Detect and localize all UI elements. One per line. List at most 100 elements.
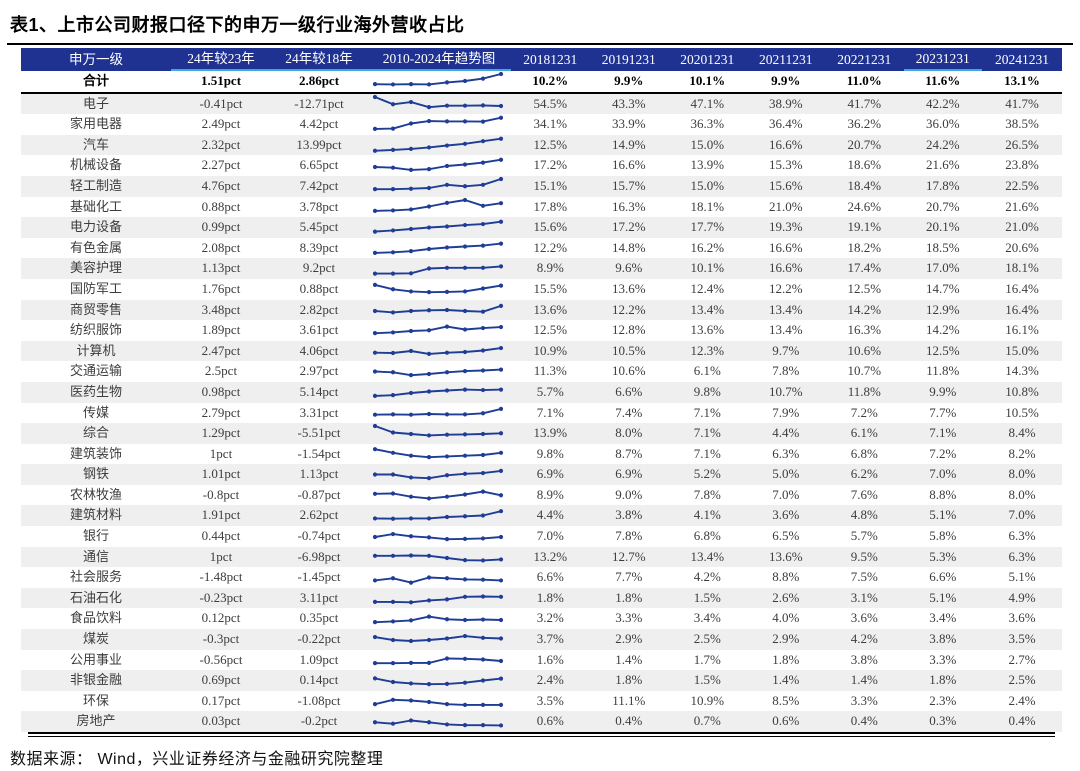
year-value-cell: 15.7% — [611, 177, 646, 193]
year-value-cell: 5.8% — [929, 528, 957, 544]
year-value-cell: 3.1% — [850, 589, 878, 605]
header-20211231: 20211231 — [759, 52, 813, 67]
trend-sparkline-chart — [372, 718, 504, 728]
industry-name-cell: 商贸零售 — [69, 301, 122, 317]
year-value-cell: 10.5% — [1005, 404, 1039, 420]
vs23-change-cell: 0.88pct — [201, 198, 241, 214]
vs18-change-cell: 3.61pct — [299, 322, 339, 338]
year-value-cell: 7.0% — [772, 486, 800, 502]
year-value-cell: 13.9% — [690, 157, 725, 173]
year-value-cell: 1.4% — [772, 672, 800, 688]
industry-name-cell: 机械设备 — [69, 157, 122, 173]
vs18-change-cell: 2.62pct — [299, 507, 339, 523]
year-value-cell: 12.5% — [533, 322, 568, 338]
year-value-cell: 15.5% — [533, 280, 568, 296]
trend-cell — [367, 114, 511, 134]
table-row: 非银金融 0.69pct 0.14pct 2.4% 1.8% 1.5% 1.4% 1.4% 1.… — [21, 670, 1062, 691]
trend-cell — [367, 465, 511, 485]
industry-name-cell: 建筑材料 — [69, 507, 122, 523]
industry-name-cell: 合计 — [82, 73, 109, 88]
year-value-cell: 18.1% — [690, 198, 725, 214]
year-value-cell: 12.5% — [847, 280, 882, 296]
year-value-cell: 7.2% — [850, 404, 878, 420]
table-row: 汽车 2.32pct 13.99pct 12.5% 14.9% 15.0% 16.6% 20.… — [21, 134, 1062, 156]
vs18-change-cell: 0.88pct — [299, 280, 339, 296]
vs18-change-cell: -0.74pct — [297, 528, 341, 544]
industry-name-cell: 有色金属 — [69, 239, 122, 255]
year-value-cell: 6.3% — [772, 445, 800, 461]
table-row: 美容护理 1.13pct 9.2pct 8.9% 9.6% 10.1% 16.6% 17.4%… — [21, 258, 1062, 279]
trend-sparkline-chart — [372, 574, 504, 585]
year-value-cell: 9.8% — [693, 383, 721, 399]
trend-sparkline-chart — [372, 72, 504, 87]
vs23-change-cell: -0.8pct — [202, 486, 240, 502]
table-row: 房地产 0.03pct -0.2pct 0.6% 0.4% 0.7% 0.6% 0.4% 0.3… — [21, 711, 1062, 732]
year-value-cell: 16.2% — [690, 239, 725, 255]
table-row: 纺织服饰 1.89pct 3.61pct 12.5% 12.8% 13.6% 13.4% 16… — [21, 320, 1062, 341]
year-value-cell: 12.8% — [611, 322, 646, 338]
year-value-cell: 0.4% — [1008, 713, 1036, 729]
trend-cell — [367, 588, 511, 608]
table-row: 通信 1pct -6.98pct 13.2% 12.7% 13.4% 13.6% 9.5% 5.… — [21, 546, 1062, 568]
header-20241231: 20241231 — [995, 52, 1049, 67]
trend-sparkline-chart — [372, 614, 504, 624]
trend-cell — [367, 217, 511, 237]
trend-cell — [367, 650, 511, 670]
year-value-cell: 11.8% — [847, 383, 881, 399]
year-value-cell: 11.6% — [925, 73, 961, 88]
trend-sparkline-chart — [372, 656, 504, 666]
industry-name-cell: 公用事业 — [69, 651, 122, 667]
vs18-change-cell: 3.78pct — [299, 198, 339, 214]
year-value-cell: 3.8% — [929, 631, 957, 647]
vs18-change-cell: 9.2pct — [302, 260, 336, 276]
industry-name-cell: 煤炭 — [82, 631, 109, 647]
trend-cell — [367, 197, 511, 217]
year-value-cell: 8.9% — [536, 486, 564, 502]
trend-cell — [367, 320, 511, 340]
industry-name-cell: 医药生物 — [69, 383, 122, 399]
vs18-change-cell: 2.86pct — [298, 73, 340, 88]
industry-name-cell: 基础化工 — [69, 198, 122, 214]
trend-cell — [367, 279, 511, 299]
year-value-cell: 10.1% — [690, 260, 725, 276]
table-row: 综合 1.29pct -5.51pct 13.9% 8.0% 7.1% 4.4% 6.1% 7.… — [21, 423, 1062, 444]
trend-sparkline-chart — [372, 697, 504, 708]
vs18-change-cell: -1.45pct — [297, 569, 341, 585]
year-value-cell: 6.9% — [615, 466, 643, 482]
trend-cell — [367, 259, 511, 279]
year-value-cell: 21.0% — [768, 198, 803, 214]
trend-sparkline-chart — [372, 594, 504, 605]
year-value-cell: 16.1% — [1005, 322, 1039, 338]
trend-sparkline-chart — [372, 675, 504, 686]
year-value-cell: 42.2% — [925, 95, 960, 111]
year-value-cell: 7.0% — [1008, 507, 1036, 523]
trend-sparkline-chart — [372, 367, 504, 377]
year-value-cell: 24.2% — [925, 136, 960, 152]
year-value-cell: 7.1% — [693, 425, 721, 441]
industry-name-cell: 美容护理 — [69, 260, 122, 276]
year-value-cell: 7.0% — [929, 466, 957, 482]
year-value-cell: 17.2% — [533, 157, 568, 173]
year-value-cell: 14.2% — [925, 322, 960, 338]
vs18-change-cell: -12.71pct — [294, 95, 344, 111]
vs23-change-cell: 2.47pct — [201, 342, 241, 358]
year-value-cell: 15.0% — [1005, 342, 1039, 358]
vs18-change-cell: -0.22pct — [297, 631, 341, 647]
vs23-change-cell: 2.5pct — [204, 363, 238, 379]
industry-name-cell: 建筑装饰 — [69, 445, 122, 461]
year-value-cell: 4.4% — [772, 425, 800, 441]
vs23-change-cell: 0.99pct — [201, 219, 241, 235]
industry-name-cell: 电子 — [82, 95, 109, 111]
year-value-cell: 10.9% — [533, 342, 568, 358]
year-value-cell: 18.5% — [925, 239, 960, 255]
year-value-cell: 3.6% — [772, 507, 800, 523]
year-value-cell: 6.3% — [1008, 528, 1036, 544]
year-value-cell: 14.8% — [611, 239, 646, 255]
vs23-change-cell: 2.27pct — [201, 157, 241, 173]
vs23-change-cell: -0.41pct — [199, 95, 243, 111]
vs18-change-cell: 8.39pct — [299, 239, 339, 255]
year-value-cell: 8.9% — [536, 260, 564, 276]
year-value-cell: 2.5% — [693, 631, 721, 647]
year-value-cell: 7.1% — [693, 445, 721, 461]
year-value-cell: 3.4% — [929, 610, 957, 626]
